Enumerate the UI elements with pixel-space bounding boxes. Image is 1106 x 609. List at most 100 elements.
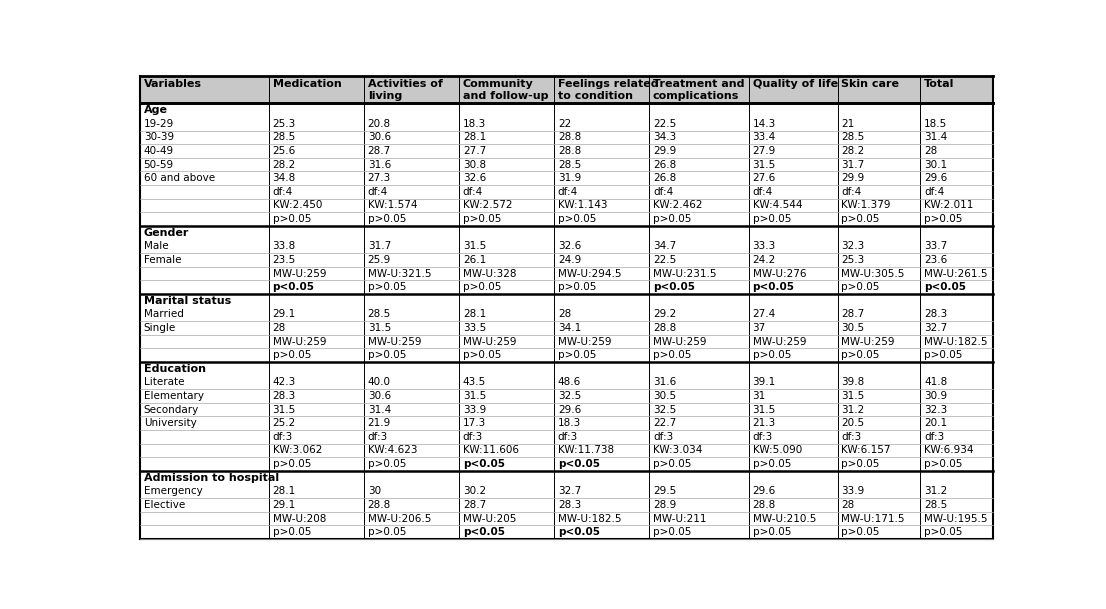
Text: Male: Male [144,241,168,252]
Text: 24.9: 24.9 [557,255,581,265]
Text: df:4: df:4 [752,187,773,197]
Text: 42.3: 42.3 [272,378,295,387]
Text: p>0.05: p>0.05 [557,350,596,360]
Text: Female: Female [144,255,181,265]
Text: 29.6: 29.6 [925,173,948,183]
Text: 26.1: 26.1 [462,255,486,265]
Text: KW:3.034: KW:3.034 [653,445,702,456]
Text: p>0.05: p>0.05 [367,527,406,537]
Text: KW:4.544: KW:4.544 [752,200,802,211]
Text: p<0.05: p<0.05 [462,527,504,537]
Text: 28: 28 [842,500,855,510]
Text: p>0.05: p>0.05 [842,459,879,469]
Text: p>0.05: p>0.05 [925,214,962,224]
Text: KW:6.934: KW:6.934 [925,445,973,456]
Text: 28.7: 28.7 [367,146,390,156]
Text: 28.5: 28.5 [367,309,390,319]
Text: 30.9: 30.9 [925,391,947,401]
Text: df:3: df:3 [367,432,388,442]
Text: MW-U:261.5: MW-U:261.5 [925,269,988,278]
Text: KW:6.157: KW:6.157 [842,445,891,456]
Text: Variables: Variables [144,79,201,90]
Text: 31.5: 31.5 [842,391,865,401]
Text: 34.3: 34.3 [653,132,676,143]
Text: p>0.05: p>0.05 [842,214,879,224]
Text: p>0.05: p>0.05 [842,527,879,537]
Text: 28: 28 [925,146,937,156]
Text: 30-39: 30-39 [144,132,174,143]
Text: 28.7: 28.7 [842,309,865,319]
Text: p>0.05: p>0.05 [367,350,406,360]
Text: 31.5: 31.5 [462,391,486,401]
Text: 31.5: 31.5 [272,404,295,415]
Text: df:4: df:4 [557,187,578,197]
Text: MW-U:259: MW-U:259 [272,337,326,347]
Text: 29.1: 29.1 [272,309,295,319]
Text: 30.2: 30.2 [462,487,486,496]
Text: 28.7: 28.7 [462,500,486,510]
Text: 24.2: 24.2 [752,255,775,265]
Text: 31.2: 31.2 [925,487,948,496]
Text: 20.1: 20.1 [925,418,947,428]
Text: 31.6: 31.6 [653,378,676,387]
Text: 23.6: 23.6 [925,255,948,265]
Text: MW-U:259: MW-U:259 [653,337,707,347]
Text: df:3: df:3 [842,432,862,442]
Text: 31.5: 31.5 [752,160,775,170]
Text: 43.5: 43.5 [462,378,486,387]
Text: Secondary: Secondary [144,404,199,415]
Text: MW-U:171.5: MW-U:171.5 [842,513,905,524]
Text: 27.6: 27.6 [752,173,775,183]
Text: 32.6: 32.6 [557,241,581,252]
Text: Single: Single [144,323,176,333]
Text: 32.3: 32.3 [842,241,865,252]
Text: 22: 22 [557,119,571,128]
Text: p>0.05: p>0.05 [367,282,406,292]
Text: p>0.05: p>0.05 [925,350,962,360]
Text: 30.1: 30.1 [925,160,947,170]
Text: 22.5: 22.5 [653,255,676,265]
Text: MW-U:259: MW-U:259 [462,337,517,347]
Text: MW-U:259: MW-U:259 [557,337,612,347]
Text: 18.3: 18.3 [462,119,486,128]
Text: KW:1.574: KW:1.574 [367,200,417,211]
Text: 28.8: 28.8 [367,500,390,510]
Text: 21.3: 21.3 [752,418,775,428]
Text: df:3: df:3 [272,432,293,442]
Text: p>0.05: p>0.05 [752,214,791,224]
Text: 31.9: 31.9 [557,173,581,183]
Text: 33.4: 33.4 [752,132,775,143]
Text: 48.6: 48.6 [557,378,581,387]
Text: Marital status: Marital status [144,296,231,306]
Text: 28.1: 28.1 [462,309,486,319]
Text: 27.3: 27.3 [367,173,390,183]
Text: p<0.05: p<0.05 [557,527,599,537]
Text: p>0.05: p>0.05 [752,350,791,360]
Text: 28.3: 28.3 [925,309,948,319]
Text: 28.8: 28.8 [557,132,581,143]
Text: p>0.05: p>0.05 [272,527,311,537]
Text: 32.7: 32.7 [925,323,948,333]
Text: MW-U:195.5: MW-U:195.5 [925,513,988,524]
Text: MW-U:206.5: MW-U:206.5 [367,513,431,524]
Text: 28: 28 [272,323,285,333]
Text: 28.8: 28.8 [557,146,581,156]
Text: 34.1: 34.1 [557,323,581,333]
Text: Admission to hospital: Admission to hospital [144,473,279,483]
Text: University: University [144,418,197,428]
Text: 28.5: 28.5 [557,160,581,170]
Text: 21.9: 21.9 [367,418,390,428]
Text: KW:2.450: KW:2.450 [272,200,322,211]
Text: df:4: df:4 [842,187,862,197]
Text: Age: Age [144,105,168,115]
Text: 28.3: 28.3 [272,391,295,401]
Text: p>0.05: p>0.05 [367,214,406,224]
Text: 31.5: 31.5 [462,241,486,252]
Text: 32.5: 32.5 [653,404,676,415]
Text: 22.7: 22.7 [653,418,676,428]
Text: 30.6: 30.6 [367,391,390,401]
Text: MW-U:211: MW-U:211 [653,513,707,524]
Text: MW-U:182.5: MW-U:182.5 [557,513,622,524]
Text: Elementary: Elementary [144,391,204,401]
Text: 25.3: 25.3 [272,119,295,128]
